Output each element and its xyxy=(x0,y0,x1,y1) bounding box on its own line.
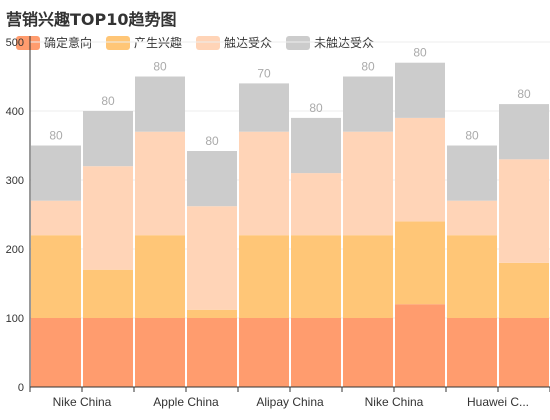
legend-label-2: 产生兴趣 xyxy=(134,36,183,50)
bar-3-series-1[interactable] xyxy=(187,309,237,318)
legend-swatch-1 xyxy=(16,35,40,50)
y-tick-label-5: 500 xyxy=(6,37,24,49)
bar-2-series-3[interactable] xyxy=(135,76,185,132)
bar-7-series-3[interactable] xyxy=(395,62,445,118)
bar-0-series-1[interactable] xyxy=(31,235,81,318)
bar-0-series-3[interactable] xyxy=(31,145,81,201)
y-tick-label-3: 300 xyxy=(6,175,24,187)
bar-2-series-1[interactable] xyxy=(135,235,185,318)
bar-9-series-2[interactable] xyxy=(499,159,549,263)
bar-2-series-2[interactable] xyxy=(135,131,185,236)
data-label-4: 70 xyxy=(257,66,271,80)
x-tick-label-2: Apple China xyxy=(153,395,219,409)
data-label-6: 80 xyxy=(361,60,375,74)
bar-1-series-2[interactable] xyxy=(83,166,133,270)
x-tick-label-8: Huawei C... xyxy=(467,395,529,409)
y-tick-label-1: 100 xyxy=(6,313,24,325)
data-label-0: 80 xyxy=(49,129,63,143)
bar-8-series-0[interactable] xyxy=(447,318,497,387)
bar-7-series-0[interactable] xyxy=(395,304,445,387)
x-tick-label-0: Nike China xyxy=(53,395,112,409)
data-label-7: 80 xyxy=(413,46,427,60)
bar-9-series-1[interactable] xyxy=(499,262,549,318)
legend-label-4: 未触达受众 xyxy=(314,36,375,50)
bar-1-series-1[interactable] xyxy=(83,269,133,318)
bar-0-series-0[interactable] xyxy=(31,318,81,387)
chart-title: 营销兴趣TOP10趋势图 xyxy=(6,10,177,29)
bar-7-series-2[interactable] xyxy=(395,117,445,222)
bar-2-series-0[interactable] xyxy=(135,318,185,387)
bar-3-series-3[interactable] xyxy=(187,151,237,207)
bar-7-series-1[interactable] xyxy=(395,221,445,305)
legend-label-1: 确定意向 xyxy=(44,36,93,50)
bar-8-series-3[interactable] xyxy=(447,145,497,201)
bar-6-series-0[interactable] xyxy=(343,318,393,387)
bar-1-series-3[interactable] xyxy=(83,111,133,167)
bar-4-series-0[interactable] xyxy=(239,318,289,387)
bar-8-series-1[interactable] xyxy=(447,235,497,318)
data-label-9: 80 xyxy=(517,87,531,101)
bar-8-series-2[interactable] xyxy=(447,200,497,236)
bar-5-series-1[interactable] xyxy=(291,235,341,318)
bar-9-series-3[interactable] xyxy=(499,104,549,160)
bar-4-series-2[interactable] xyxy=(239,131,289,236)
bar-4-series-3[interactable] xyxy=(239,83,289,132)
data-label-2: 80 xyxy=(153,60,167,74)
legend-label-3: 触达受众 xyxy=(224,36,273,50)
bar-9-series-0[interactable] xyxy=(499,318,549,387)
bar-4-series-1[interactable] xyxy=(239,235,289,318)
bar-5-series-0[interactable] xyxy=(291,318,341,387)
bar-6-series-1[interactable] xyxy=(343,235,393,318)
bar-6-series-3[interactable] xyxy=(343,76,393,132)
bar-0-series-2[interactable] xyxy=(31,200,81,236)
data-label-8: 80 xyxy=(465,129,479,143)
bar-5-series-3[interactable] xyxy=(291,117,341,174)
bar-1-series-0[interactable] xyxy=(83,318,133,387)
x-tick-label-6: Nike China xyxy=(365,395,424,409)
x-tick-label-4: Alipay China xyxy=(256,395,324,409)
bar-5-series-2[interactable] xyxy=(291,173,341,236)
bar-3-series-2[interactable] xyxy=(187,206,237,310)
data-label-5: 80 xyxy=(309,101,323,115)
bar-6-series-2[interactable] xyxy=(343,131,393,236)
y-tick-label-0: 0 xyxy=(18,382,24,394)
bar-3-series-0[interactable] xyxy=(187,318,237,387)
y-tick-label-4: 400 xyxy=(6,106,24,118)
data-label-1: 80 xyxy=(101,94,115,108)
legend-item-1[interactable]: 确定意向 xyxy=(16,34,92,51)
y-tick-label-2: 200 xyxy=(6,244,24,256)
data-label-3: 80 xyxy=(205,134,219,148)
